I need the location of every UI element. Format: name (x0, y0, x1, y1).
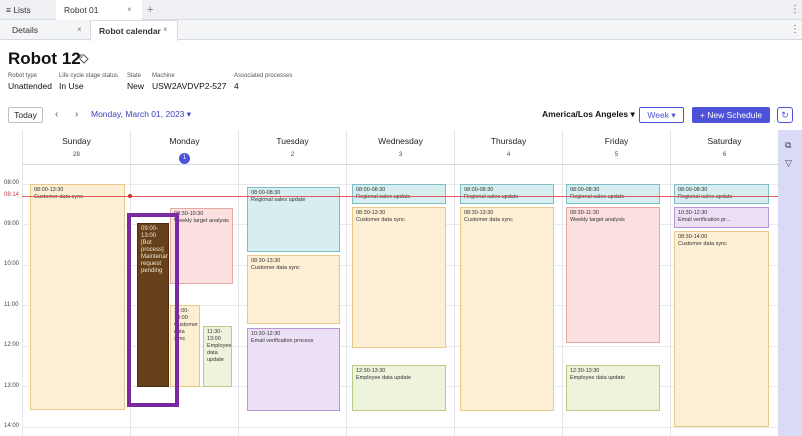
tab-robot-calendar[interactable]: Robot calendar (90, 20, 178, 41)
calendar-event[interactable]: 08:30-13:30 Customer data sync (460, 207, 554, 411)
property-value: Unattended (8, 81, 52, 91)
calendar-event[interactable]: 12:30-13:30 Employee data update (352, 365, 446, 411)
day-header-thursday: Thursday 4 (454, 130, 562, 164)
property-label: Robot type (8, 73, 38, 79)
property-value: In Use (59, 81, 84, 91)
calendar-event[interactable]: 10:30-12:30 Email verification process (247, 328, 340, 411)
selected-calendar-event[interactable]: 09:00-13:00[Bot process] Maintenance req… (137, 223, 169, 387)
calendar-event[interactable]: 08:30-11:30 Weekly target analysis (566, 207, 660, 343)
tab-robot-calendar-label: Robot calendar (99, 26, 161, 36)
copy-icon[interactable]: ⧉ (785, 140, 792, 150)
chevron-left-icon[interactable]: ‹ (55, 109, 59, 120)
day-header-sunday: Sunday 28 (22, 130, 130, 164)
right-side-panel: ⧉ ▽ (778, 130, 802, 436)
new-schedule-button[interactable]: + New Schedule (692, 107, 770, 123)
timezone-select[interactable]: America/Los Angeles ▾ (542, 109, 635, 119)
property-value: USW2AVDVP2-527 (152, 81, 227, 91)
property-value: 4 (234, 81, 239, 91)
close-icon[interactable]: × (127, 5, 132, 14)
time-label: 14:00 (4, 423, 20, 429)
time-label: 09:00 (4, 221, 20, 227)
calendar-event[interactable]: 08:30-13:30 Customer data sync (352, 207, 446, 348)
today-button[interactable]: Today (8, 107, 43, 123)
refresh-icon[interactable]: ↻ (777, 107, 793, 123)
tab-details[interactable]: Details (12, 25, 38, 35)
property-label: Machine (152, 73, 175, 79)
today-badge: 1 (179, 153, 190, 164)
current-time-line (22, 196, 778, 197)
day-header-friday: Friday 5 (562, 130, 670, 164)
close-icon[interactable]: × (163, 25, 168, 34)
chevron-right-icon[interactable]: › (75, 109, 79, 120)
view-select[interactable]: Week ▾ (639, 107, 684, 123)
page-title: Robot 12 (8, 49, 81, 68)
tab-robot-01[interactable]: Robot 01 (56, 0, 142, 20)
more-icon[interactable]: ⋮ (790, 24, 800, 35)
top-tab-strip: ≡ Lists Robot 01 × + ⋮ (0, 0, 802, 20)
sub-tab-strip: Details × Robot calendar × ⋮ (0, 20, 802, 41)
add-tab-button[interactable]: + (147, 4, 154, 16)
time-label: 11:00 (4, 302, 19, 308)
day-header-tuesday: Tuesday 2 (238, 130, 346, 164)
calendar-event[interactable]: 10:30-12:30 Email verification pr... (674, 207, 769, 228)
property-label: Associated processes (234, 73, 293, 79)
selection-highlight (127, 213, 179, 407)
time-label: 13:00 (4, 383, 20, 389)
day-header-wednesday: Wednesday 3 (346, 130, 454, 164)
close-icon[interactable]: × (77, 25, 82, 34)
calendar-event[interactable]: 08:00-08:30 Regional sales update (566, 184, 660, 204)
time-label: 12:00 (4, 342, 20, 348)
time-label: 08:00 (4, 180, 20, 186)
time-label: 10:00 (4, 261, 20, 267)
week-calendar: Sunday 28 Monday 1 Tuesday 2 Wednesday 3 Thu… (0, 130, 778, 436)
property-value: New (127, 81, 145, 91)
date-picker[interactable]: Monday, March 01, 2023 ▾ (91, 109, 192, 119)
current-time-dot (128, 194, 132, 198)
day-header-monday: Monday 1 (130, 130, 238, 164)
property-label: State (127, 73, 142, 79)
calendar-event[interactable]: 11:30-13:00 Employee data update (203, 326, 232, 387)
day-header-saturday: Saturday 6 (670, 130, 778, 164)
calendar-event[interactable]: 08:00-08:30 Regional sales update (352, 184, 446, 204)
current-time-label: 08:14 (4, 192, 20, 198)
filter-icon[interactable]: ▽ (785, 158, 792, 168)
tag-icon[interactable] (79, 54, 89, 66)
property-label: Life cycle stage status (59, 73, 119, 79)
calendar-event[interactable]: 08:30-10:30 Weekly target analysis (170, 208, 233, 284)
calendar-event[interactable]: 08:00-08:30 Regional sales update (460, 184, 554, 204)
calendar-event[interactable]: 08:00-08:30 Regional sales update (674, 184, 769, 204)
calendar-event[interactable]: 08:30-14:00 Customer data sync (674, 231, 769, 427)
lists-tab[interactable]: ≡ Lists (6, 5, 31, 15)
calendar-event[interactable]: 08:00-13:30 Customer data sync (30, 184, 125, 410)
calendar-event[interactable]: 12:30-13:30 Employee data update (566, 365, 660, 411)
calendar-event[interactable]: 08:00-08:30 Regional sales update (247, 187, 340, 252)
more-icon[interactable]: ⋮ (790, 4, 800, 15)
tab-robot-01-label: Robot 01 (64, 5, 99, 15)
calendar-event[interactable]: 08:30-13:30 Customer data sync (247, 255, 340, 324)
